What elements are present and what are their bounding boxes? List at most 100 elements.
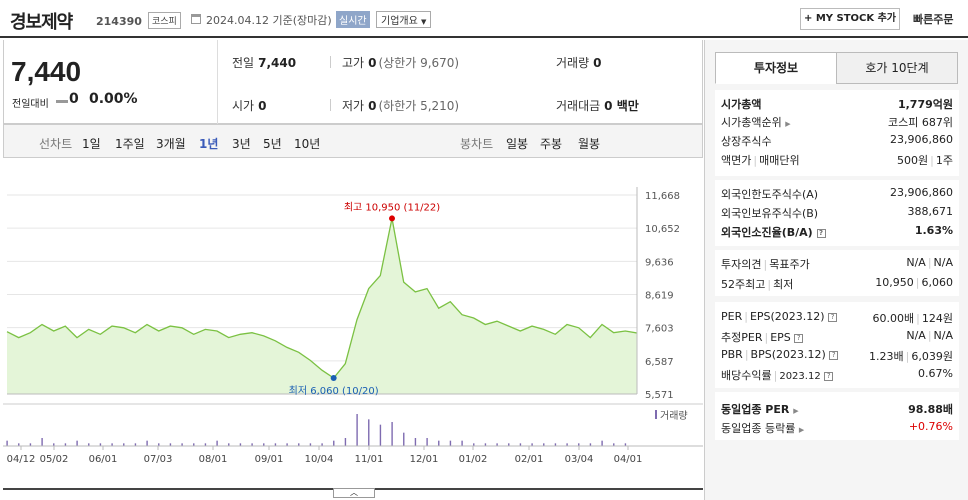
volume-bar [123,443,125,446]
tab-investment-info[interactable]: 투자정보 [715,52,837,84]
est-per-label: 추정PER [721,331,763,344]
volume-bar [368,419,370,446]
quick-order-button[interactable]: 빠른주문 [913,13,954,26]
add-my-stock-button[interactable]: + MY STOCK 추가 [800,8,900,30]
volume-bar [589,443,592,446]
price-chart-svg: 11,668 10,652 9,636 8,619 7,603 6,587 5,571 최고 … [3,187,703,465]
tab-1w[interactable]: 1주일 [115,137,145,151]
volume-bar [624,443,627,446]
change-percent: 0.00% [89,91,138,107]
y-tick-label: 7,603 [645,324,674,335]
company-overview-dropdown[interactable]: 기업개요 ▼ [376,11,432,28]
as-of-date: 2024.04.12 기준(장마감) [206,14,332,27]
est-eps-value: N/A [933,329,953,342]
chevron-up-icon: ︿ [350,488,358,497]
w52-high-label: 52주최고 [721,278,766,291]
volume-bar [508,443,510,446]
unit-value: 1주 [935,154,953,167]
valuation-section: PER | EPS(2023.12) ? 60.00배 | 124원 추정PER | EPS … [715,302,959,388]
open-label: 시가 [232,99,255,113]
par-label: 액면가 [721,154,752,167]
candle-chart-label: 봉차트 [460,137,494,151]
volume-bar [426,438,428,446]
shares-label: 상장주식수 [721,135,772,148]
foreign-ratio-value: 1.63% [914,224,953,237]
price-area [7,218,637,394]
volume-bar [64,443,67,446]
industry-per-label: 동일업종 PER [721,403,790,416]
quote-grid: 전일 7,440 고가 0 (상한가 9,670) 거래량 0 시가 0 저가 0 (하한가 … [217,40,703,124]
info-tabs: 투자정보 호가 10단계 [715,52,959,84]
volume-bar [449,440,452,446]
tab-order-book[interactable]: 호가 10단계 [836,52,958,84]
par-value: 500원 [897,154,929,167]
stock-header: 경보제약 214390 코스피 2024.04.12 기준(장마감) 실시간 기… [0,0,968,38]
volume-bar [321,443,323,446]
volume-bar [554,443,557,446]
volume-bar [204,443,207,446]
x-tick-label: 10/04 [305,454,334,465]
volume-bar [239,443,242,446]
w52-low-value: 6,060 [921,276,954,289]
tab-monthly[interactable]: 월봉 [578,137,601,151]
volume-bar [333,440,335,446]
volume-bar [169,443,172,446]
trade-amount-value: 0 백만 [604,99,639,113]
volume-bar [391,422,393,446]
volume-bar [613,443,615,446]
volume-bar [578,443,580,446]
trade-amount-label: 거래대금 [556,99,601,113]
x-tick-label: 09/01 [255,454,284,465]
volume-bar [309,443,312,446]
low-label: 저가 [342,99,365,113]
industry-rate-label: 동일업종 등락률 [721,422,796,435]
industry-per-value: 98.88배 [908,403,953,416]
eps-label: EPS(2023.12) [749,310,825,323]
volume-bar [146,440,148,446]
tab-1d[interactable]: 1일 [82,137,101,151]
est-per-value: N/A [906,329,926,342]
bps-value: 6,039원 [911,350,953,363]
help-icon[interactable]: ? [828,313,838,322]
per-label: PER [721,310,743,323]
collapse-chart-button[interactable]: ︿ [333,488,375,498]
tab-1y[interactable]: 1년 [199,137,219,151]
dividend-label: 배당수익률 [721,369,772,382]
volume-bar [601,440,603,446]
low-marker [330,375,337,382]
volume-bar [228,443,230,446]
volume-bar [298,443,300,446]
volume-bar [519,443,522,446]
tab-10y[interactable]: 10년 [294,137,321,151]
x-tick-label: 03/04 [565,454,594,465]
market-badge: 코스피 [148,12,181,29]
volume-bar [216,440,218,446]
shares-value: 23,906,860 [890,133,953,146]
help-icon[interactable]: ? [829,351,839,360]
help-icon[interactable]: ? [794,334,804,343]
x-tick-label: 04/12 [7,454,36,465]
high-annotation: 최고 10,950 (11/22) [344,201,440,213]
foreign-limit-label: 외국인한도주식수(A) [721,188,819,201]
tab-weekly[interactable]: 주봉 [540,137,563,151]
volume-bar [76,440,78,446]
tab-daily[interactable]: 일봉 [506,137,529,151]
tab-5y[interactable]: 5년 [263,137,282,151]
company-overview-label: 기업개요 [381,16,418,27]
volume-bar [473,443,475,446]
calendar-icon [191,14,201,24]
help-icon[interactable]: ? [816,229,826,238]
realtime-button[interactable]: 실시간 [336,11,370,28]
stock-name: 경보제약 [10,12,73,33]
eps-value: 124원 [921,312,953,325]
high-label: 고가 [342,56,365,70]
current-price: 7,440 [11,56,82,87]
rank-value: 코스피 687위 [888,116,953,129]
market-cap-label: 시가총액 [721,98,762,111]
help-icon[interactable]: ? [824,372,834,381]
price-line [6,218,638,379]
pbr-value: 1.23배 [869,350,904,363]
tab-3m[interactable]: 3개월 [156,137,186,151]
tab-3y[interactable]: 3년 [232,137,251,151]
price-chart[interactable]: 11,668 10,652 9,636 8,619 7,603 6,587 5,571 최고 … [3,158,703,488]
